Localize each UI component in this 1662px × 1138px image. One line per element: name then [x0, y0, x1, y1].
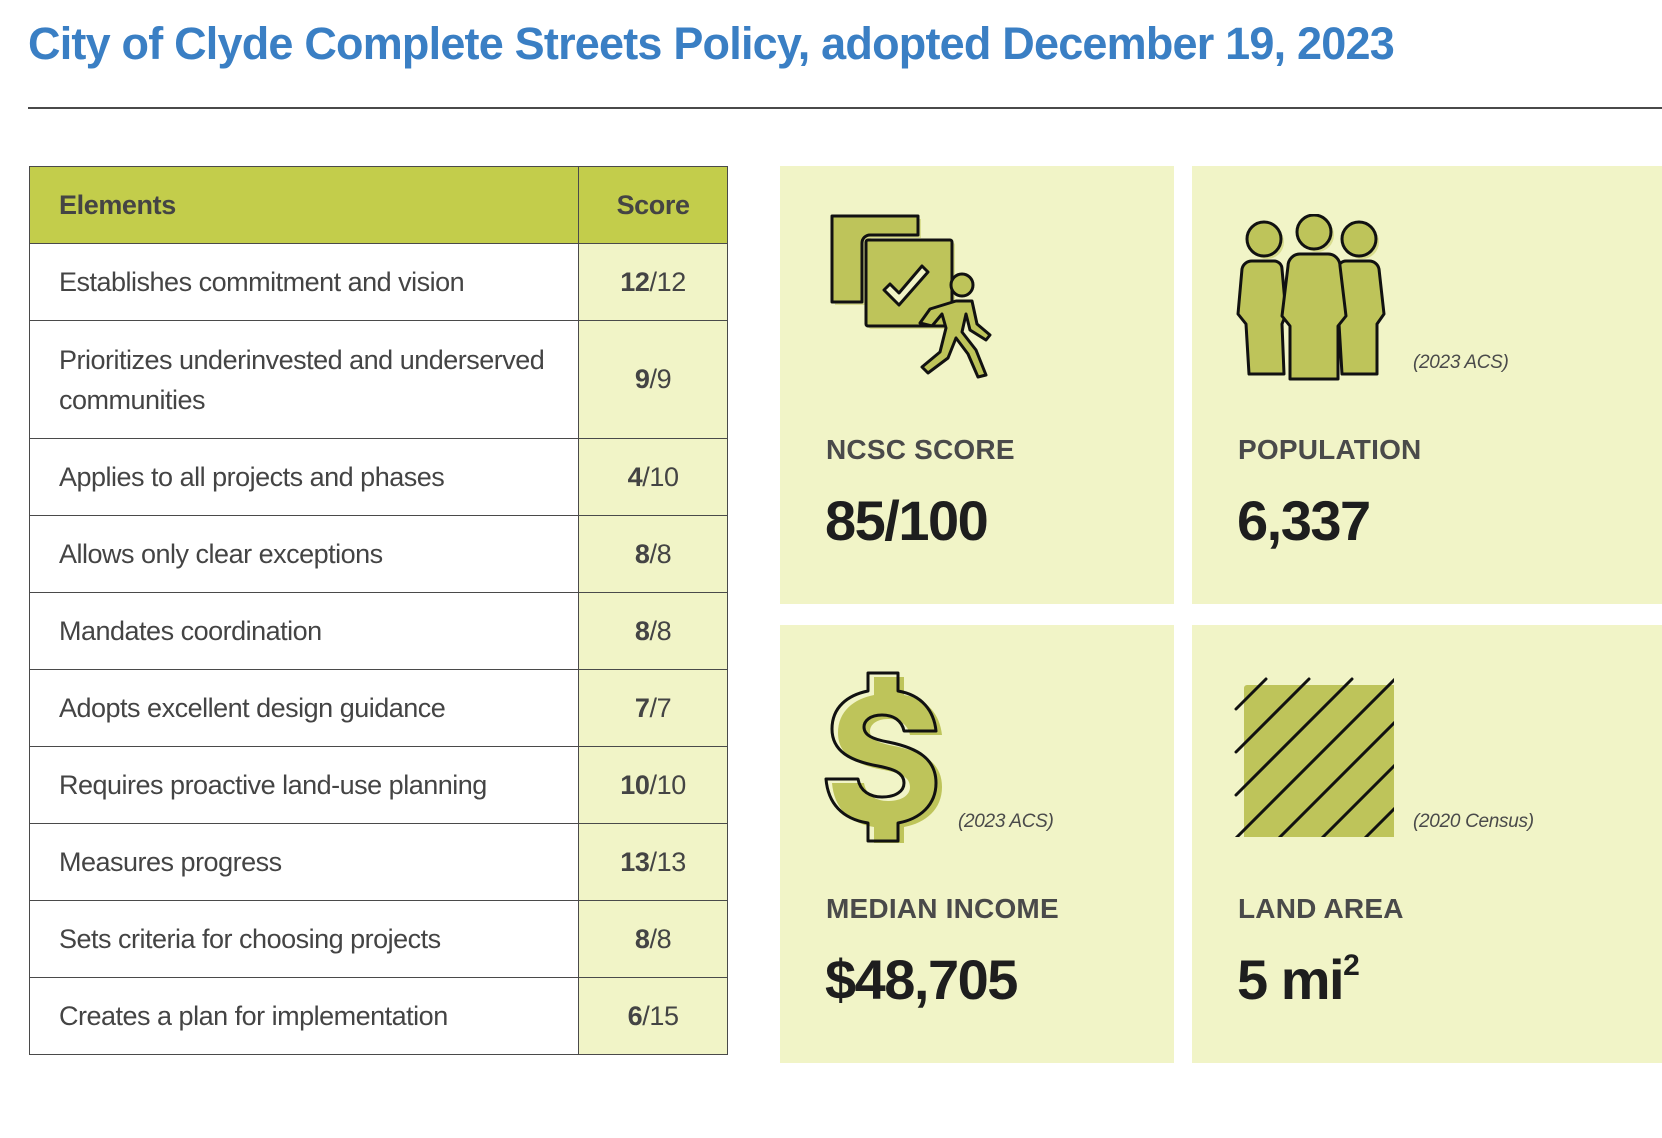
- table-row: Measures progress 13/13: [28, 823, 728, 901]
- element-score: 7/7: [578, 669, 728, 747]
- dollar-sign-icon: [824, 671, 942, 843]
- median-income-source: (2023 ACS): [958, 811, 1054, 832]
- land-area-source: (2020 Census): [1413, 811, 1534, 832]
- element-score: 8/8: [578, 592, 728, 670]
- element-score: 8/8: [578, 900, 728, 978]
- page-title: City of Clyde Complete Streets Policy, a…: [28, 18, 1395, 69]
- title-divider: [28, 107, 1662, 109]
- table-row: Applies to all projects and phases 4/10: [28, 438, 728, 516]
- land-area-value: 5 mi2: [1237, 947, 1360, 1012]
- population-label: POPULATION: [1238, 434, 1422, 465]
- score-max: /10: [649, 769, 687, 800]
- people-group-icon: [1236, 214, 1386, 381]
- score-max: /9: [649, 364, 672, 394]
- score-earned: 6: [627, 1000, 643, 1031]
- table-row: Allows only clear exceptions 8/8: [28, 515, 728, 593]
- table-row: Prioritizes underinvested and underserve…: [28, 320, 728, 439]
- element-score: 4/10: [578, 438, 728, 516]
- table-row: Requires proactive land-use planning 10/…: [28, 746, 728, 824]
- checklist-pedestrian-icon: [830, 214, 992, 379]
- table-row: Establishes commitment and vision 12/12: [28, 243, 728, 321]
- score-max: /13: [649, 846, 687, 877]
- element-name: Adopts excellent design guidance: [28, 669, 580, 747]
- element-name: Mandates coordination: [28, 592, 580, 670]
- score-earned: 8: [634, 538, 650, 569]
- element-name: Prioritizes underinvested and underserve…: [28, 320, 580, 439]
- median-income-card: (2023 ACS) MEDIAN INCOME $48,705: [780, 625, 1174, 1063]
- element-name: Sets criteria for choosing projects: [28, 900, 580, 978]
- element-name: Allows only clear exceptions: [28, 515, 580, 593]
- table-row: Adopts excellent design guidance 7/7: [28, 669, 728, 747]
- score-earned: 8: [634, 615, 650, 646]
- table-header-row: Elements Score: [28, 166, 728, 244]
- score-max: /8: [649, 615, 672, 646]
- score-max: /12: [649, 266, 687, 297]
- element-name: Creates a plan for implementation: [28, 977, 580, 1055]
- column-header-elements: Elements: [28, 166, 580, 244]
- score-earned: 4: [627, 461, 643, 492]
- score-earned: 10: [620, 769, 650, 800]
- element-name: Applies to all projects and phases: [28, 438, 580, 516]
- element-name: Measures progress: [28, 823, 580, 901]
- element-name: Requires proactive land-use planning: [28, 746, 580, 824]
- median-income-value: $48,705: [825, 948, 1018, 1011]
- element-score: 13/13: [578, 823, 728, 901]
- population-card: (2023 ACS) POPULATION 6,337: [1192, 166, 1662, 604]
- table-row: Mandates coordination 8/8: [28, 592, 728, 670]
- element-score: 6/15: [578, 977, 728, 1055]
- hatched-area-icon: [1234, 677, 1394, 837]
- land-area-label: LAND AREA: [1238, 893, 1404, 924]
- score-max: /8: [649, 923, 672, 954]
- element-score: 9/9: [578, 320, 728, 439]
- element-score: 8/8: [578, 515, 728, 593]
- elements-score-table: Elements Score Establishes commitment an…: [28, 166, 728, 1055]
- score-earned: 7: [634, 692, 650, 723]
- table-row: Sets criteria for choosing projects 8/8: [28, 900, 728, 978]
- land-area-number: 5 mi: [1237, 948, 1345, 1011]
- score-max: /8: [649, 538, 672, 569]
- table-row: Creates a plan for implementation 6/15: [28, 977, 728, 1055]
- column-header-score: Score: [578, 166, 728, 244]
- score-earned: 9: [634, 364, 650, 394]
- population-source: (2023 ACS): [1413, 352, 1509, 373]
- median-income-label: MEDIAN INCOME: [826, 893, 1059, 924]
- score-max: /15: [642, 1000, 679, 1031]
- score-earned: 12: [620, 266, 650, 297]
- element-name: Establishes commitment and vision: [28, 243, 580, 321]
- ncsc-score-label: NCSC SCORE: [826, 434, 1015, 465]
- score-earned: 8: [634, 923, 650, 954]
- ncsc-score-value: 85/100: [825, 489, 989, 552]
- squared-superscript: 2: [1343, 949, 1360, 983]
- score-max: /10: [642, 461, 679, 492]
- element-score: 12/12: [578, 243, 728, 321]
- element-score: 10/10: [578, 746, 728, 824]
- ncsc-score-card: NCSC SCORE 85/100: [780, 166, 1174, 604]
- land-area-card: (2020 Census) LAND AREA 5 mi2: [1192, 625, 1662, 1063]
- population-value: 6,337: [1237, 489, 1371, 552]
- score-max: /7: [649, 692, 672, 723]
- score-earned: 13: [620, 846, 650, 877]
